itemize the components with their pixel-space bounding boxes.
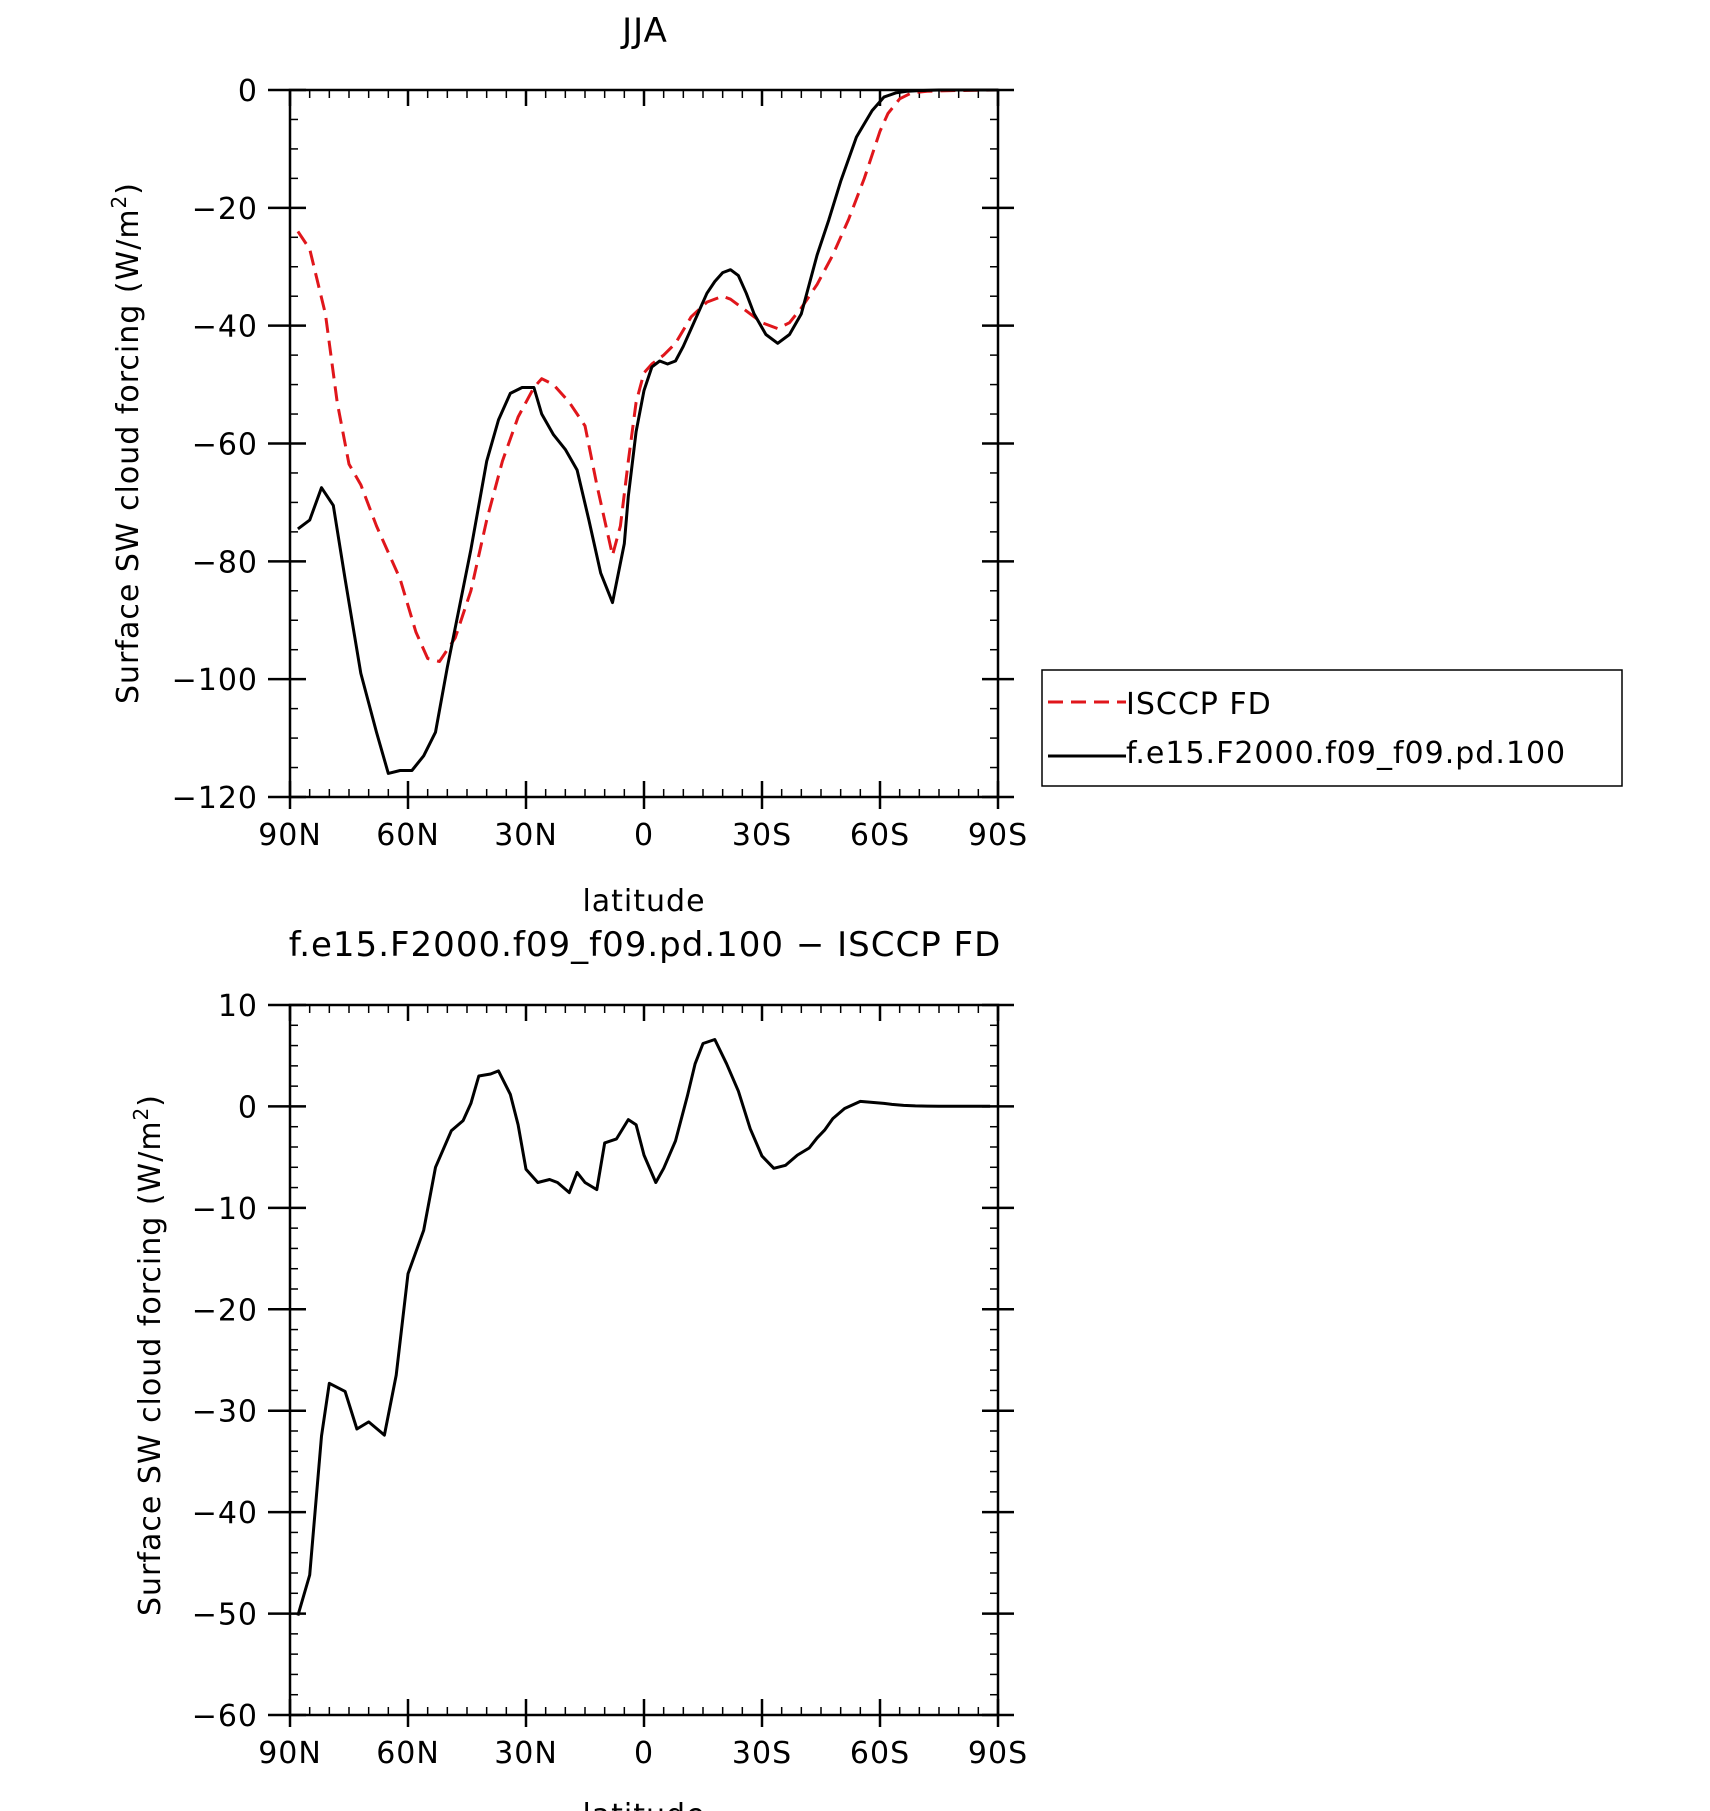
bottom-series-line-1 [296,1038,991,1617]
bottom-ytick-label: −20 [192,1293,258,1328]
top-plot-frame [288,88,1000,799]
bottom-ylabel-text: Surface SW cloud forcing (W/m2) [129,1094,168,1616]
top-ytick-label: −40 [192,310,258,345]
top-xtick-label: 60S [850,818,910,853]
legend-box [1041,669,1623,787]
bottom-panel: f.e15.F2000.f09_f09.pd.100 − ISCCP FD 90… [129,925,1028,1811]
bottom-xtick-label: 0 [634,1736,654,1771]
bottom-xtick-label: 60S [850,1736,910,1771]
top-series-line-2 [297,88,998,775]
top-panel: JJA 90N 60N 30N 0 30S 60S 90S 0 −20 −40 −60 −80 −100… [107,11,1028,919]
top-ytick-label: −80 [192,545,258,580]
top-ylabel-close: ) [111,182,146,195]
top-ytick-label: −60 [192,428,258,463]
bottom-ylabel: Surface SW cloud forcing (W/m2) [129,1094,168,1616]
bottom-ytick-label: −50 [192,1598,258,1633]
bottom-ylabel-close: ) [133,1094,168,1107]
legend: ISCCP FD f.e15.F2000.f09_f09.pd.100 [1041,669,1623,787]
top-xtick-label: 30N [494,818,558,853]
top-axes: 90N 60N 30N 0 30S 60S 90S 0 −20 −40 −60 −80 −100 −120 [172,74,1028,853]
top-ytick-label: −120 [172,781,258,816]
bottom-xtick-label: 90S [968,1736,1028,1771]
bottom-ytick-label: −40 [192,1496,258,1531]
top-xtick-label: 30S [732,818,792,853]
top-series-group [296,88,999,775]
bottom-xtick-label: 90N [258,1736,322,1771]
bottom-ytick-label: −60 [192,1699,258,1734]
bottom-ytick-label: 0 [238,1090,258,1125]
top-xtick-label: 0 [634,818,654,853]
top-ytick-label: −100 [172,663,258,698]
top-ytick-label: 0 [238,74,258,109]
bottom-series-group [296,1038,991,1617]
bottom-ytick-label: 10 [218,989,258,1024]
bottom-xlabel: latitude [582,1798,705,1811]
top-xtick-label: 90N [258,818,322,853]
bottom-xtick-label: 30S [732,1736,792,1771]
top-ylabel-text: Surface SW cloud forcing (W/m2) [107,182,146,704]
legend-label-isccp: ISCCP FD [1126,687,1272,722]
bottom-ytick-label: −30 [192,1395,258,1430]
bottom-ytick-label: −10 [192,1192,258,1227]
bottom-xtick-label: 60N [376,1736,440,1771]
top-xtick-label: 60N [376,818,440,853]
bottom-ylabel-sup: 2 [129,1107,153,1121]
bottom-xtick-label: 30N [494,1736,558,1771]
legend-label-model: f.e15.F2000.f09_f09.pd.100 [1126,736,1566,771]
top-xtick-label: 90S [968,818,1028,853]
top-ylabel-sup: 2 [107,195,131,209]
top-title: JJA [620,11,668,51]
top-ylabel: Surface SW cloud forcing (W/m2) [107,182,146,704]
bottom-title: f.e15.F2000.f09_f09.pd.100 − ISCCP FD [289,925,1002,965]
top-ytick-label: −20 [192,192,258,227]
top-ylabel-main: Surface SW cloud forcing (W/m [111,208,146,704]
bottom-plot-frame [288,1003,1000,1717]
top-xlabel: latitude [582,884,705,919]
bottom-ylabel-main: Surface SW cloud forcing (W/m [133,1120,168,1616]
top-series-line-1 [296,88,999,663]
